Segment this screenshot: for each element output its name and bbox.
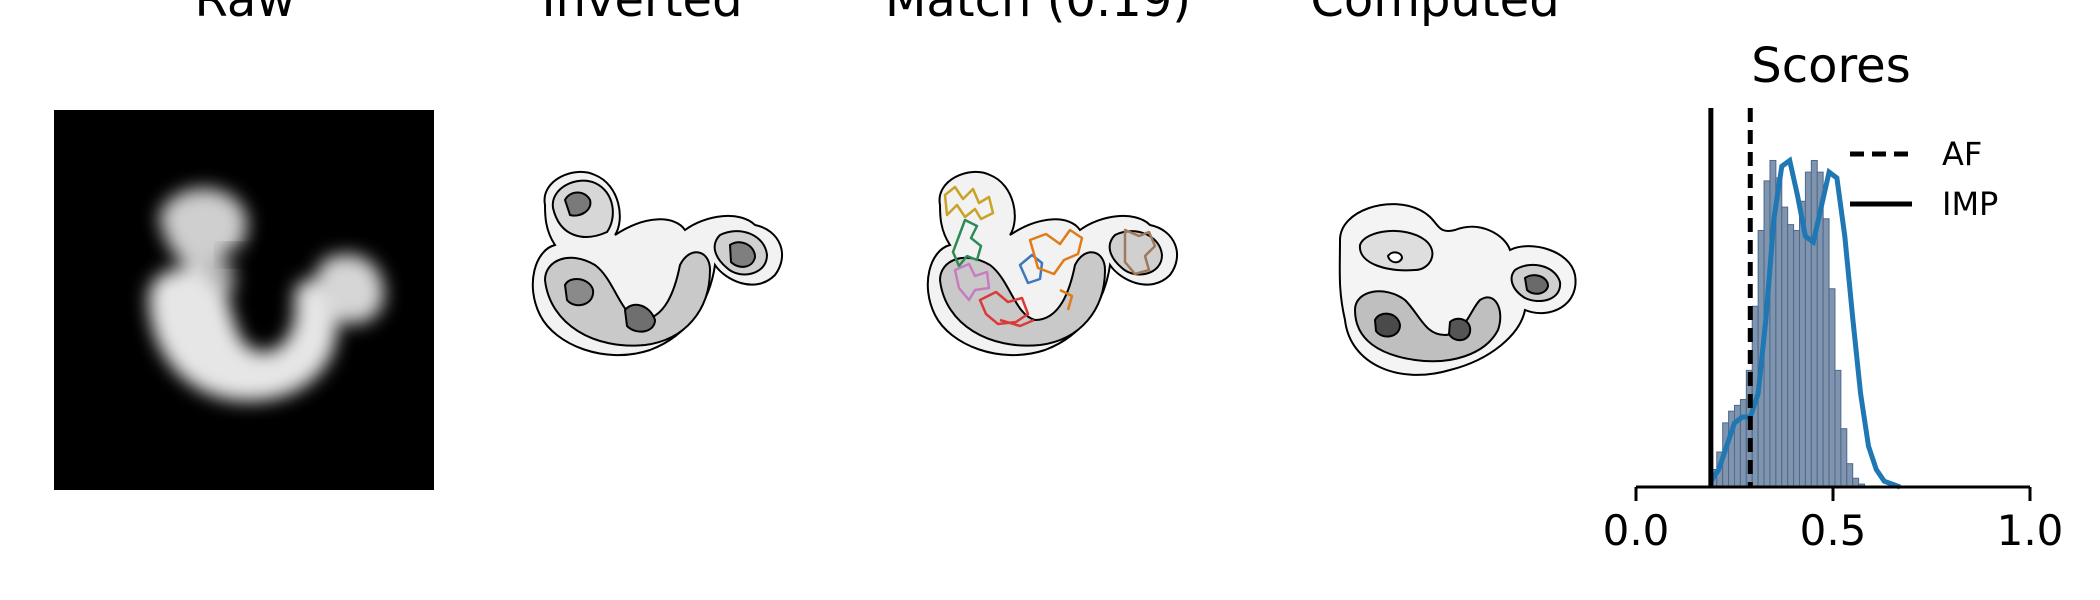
x-axis-ticks: 0.0 0.5 1.0 <box>1603 487 2064 555</box>
histogram-bar <box>1799 200 1806 488</box>
x-tick-label: 0.0 <box>1603 506 1670 555</box>
histogram-bar <box>1840 428 1848 488</box>
raw-density-image <box>54 110 434 490</box>
histogram-bar <box>1739 399 1747 488</box>
histogram-bars <box>1710 159 1866 488</box>
chart-title: Scores <box>1751 38 1910 94</box>
chart-legend: AF IMP <box>1850 135 1998 223</box>
legend-label-imp: IMP <box>1942 185 1998 223</box>
histogram-bar <box>1775 177 1783 488</box>
score-reference-lines <box>1708 108 1753 487</box>
histogram-bar <box>1781 206 1789 488</box>
x-tick-label: 0.5 <box>1800 506 1867 555</box>
match-overlay-panel <box>910 160 1210 400</box>
kde-curve <box>1708 156 1901 490</box>
histogram-bar <box>1828 288 1836 488</box>
histogram-bar <box>1793 229 1801 488</box>
inverted-contour-panel <box>515 160 815 400</box>
match-panel-title: Match (0.19) <box>884 0 1192 28</box>
raw-image-panel <box>54 110 434 490</box>
histogram-bar <box>1822 218 1830 488</box>
computed-panel-title: Computed <box>1310 0 1560 28</box>
histogram-bar <box>1804 171 1812 488</box>
inverted-contour-map <box>531 170 784 357</box>
inverted-panel-title: Inverted <box>541 0 743 28</box>
histogram-bar <box>1834 369 1842 488</box>
histogram-bar <box>1787 224 1795 488</box>
histogram-bar <box>1810 159 1818 488</box>
computed-contour-map <box>1338 203 1577 376</box>
histogram-bar <box>1846 463 1854 488</box>
computed-contour-panel <box>1330 190 1590 390</box>
legend-label-af: AF <box>1942 135 1982 173</box>
match-overlay-map <box>926 170 1179 357</box>
x-tick-label: 1.0 <box>1997 506 2064 555</box>
raw-panel-title: Raw <box>194 0 296 28</box>
